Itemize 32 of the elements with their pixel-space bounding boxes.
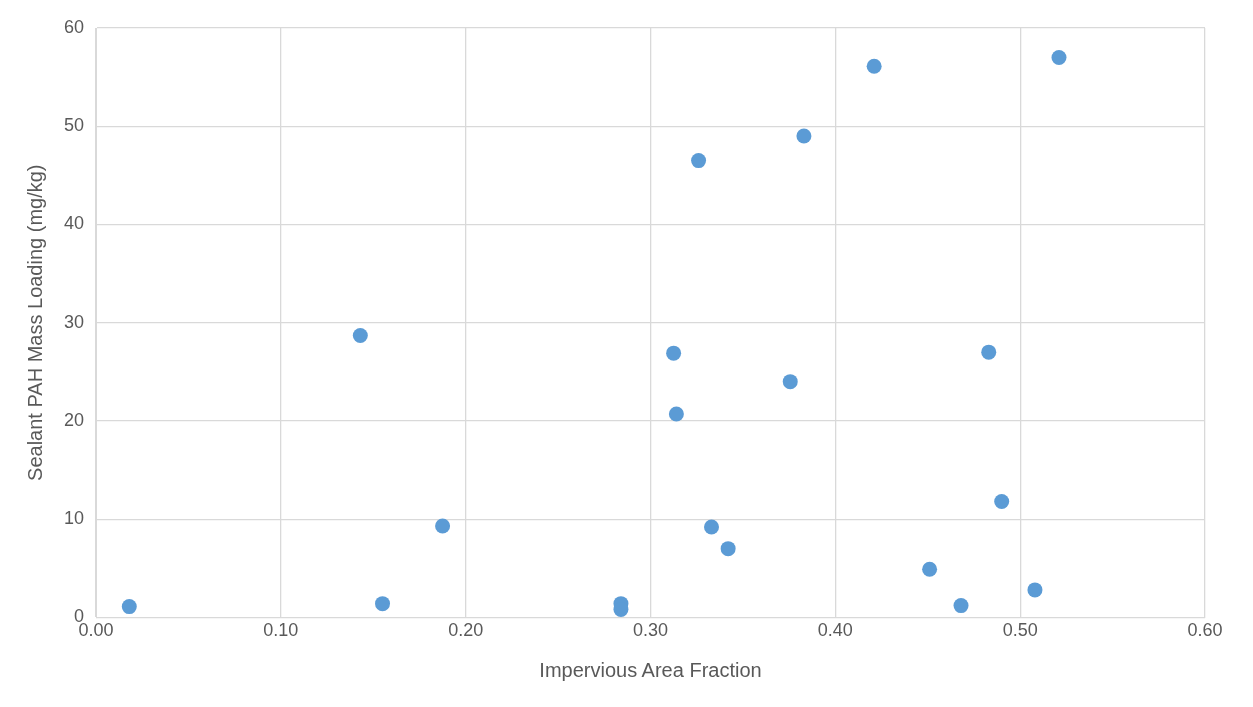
x-tick-label: 0.30 [632, 620, 669, 641]
point [953, 598, 969, 614]
y-tick-label: 30 [63, 311, 85, 332]
x-tick-label: 0.20 [448, 620, 484, 641]
y-tick-label: 60 [63, 16, 85, 37]
point [375, 596, 391, 612]
y-axis-title: Sealant PAH Mass Loading (mg/kg) [23, 164, 46, 481]
point [720, 541, 736, 557]
point [1051, 49, 1067, 65]
point [668, 406, 684, 422]
point [782, 374, 798, 390]
y-tick-label: 50 [63, 115, 85, 136]
point [704, 519, 720, 535]
y-tick-label: 20 [63, 409, 85, 430]
point [866, 58, 882, 74]
point [1027, 582, 1043, 598]
point [121, 599, 137, 615]
point [691, 153, 707, 169]
point [796, 128, 812, 144]
point [922, 561, 938, 577]
point [666, 345, 682, 361]
x-tick-label: 0.50 [1002, 620, 1038, 641]
y-tick-label: 10 [63, 508, 85, 529]
x-tick-label: 0.60 [1187, 620, 1223, 641]
x-axis-title: Impervious Area Fraction [539, 658, 762, 681]
point [352, 327, 368, 343]
point [994, 493, 1010, 509]
x-tick-label: 0.40 [817, 620, 853, 641]
y-tick-label: 40 [63, 213, 85, 234]
point [435, 518, 451, 534]
point [981, 344, 997, 360]
x-tick-label: 0.10 [263, 620, 299, 641]
